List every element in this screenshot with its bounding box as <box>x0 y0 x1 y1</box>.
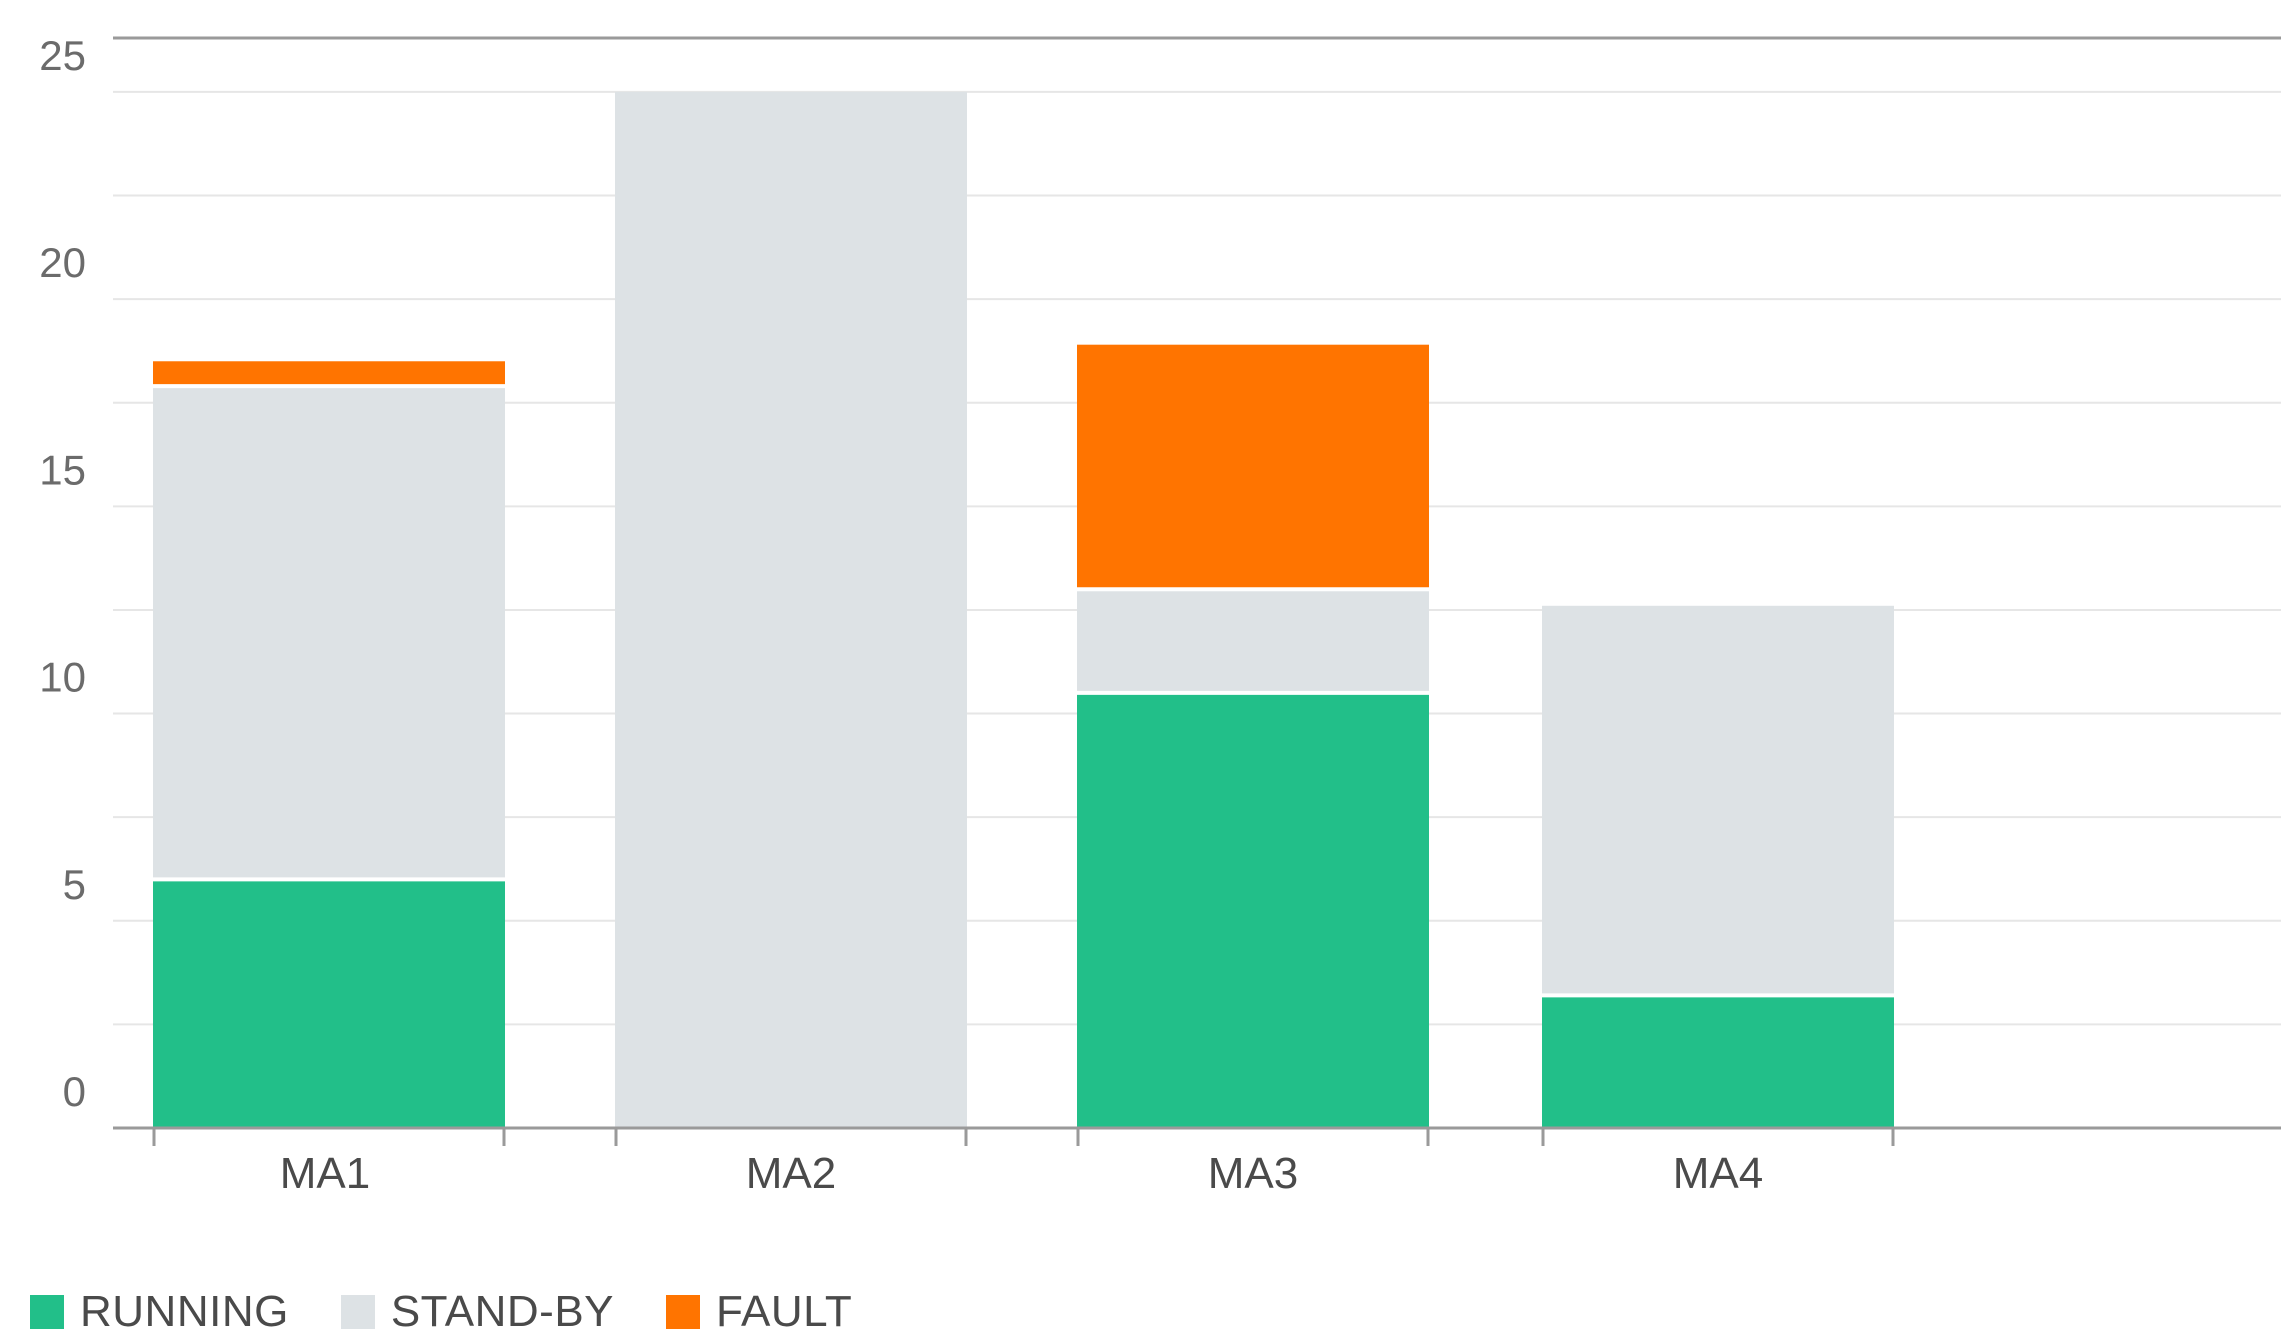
legend-label-stand-by: STAND-BY <box>390 1287 615 1336</box>
legend-item-running[interactable]: RUNNING <box>30 1287 289 1337</box>
x-tick-label: MA4 <box>1673 1149 1763 1198</box>
legend-label-fault: FAULT <box>716 1287 853 1336</box>
x-tick-label: MA1 <box>280 1149 370 1198</box>
bar-ma2-stand-by[interactable] <box>615 91 967 1129</box>
y-tick-label: 15 <box>39 446 86 493</box>
bars <box>153 91 1894 1129</box>
y-tick-label: 25 <box>39 32 86 79</box>
y-tick-label: 5 <box>63 861 86 908</box>
legend-swatch-running <box>30 1295 64 1329</box>
bar-ma1-fault[interactable] <box>153 361 505 387</box>
legend-swatch-stand-by <box>340 1295 375 1329</box>
legend: RUNNING STAND-BY FAULT <box>30 1287 904 1337</box>
x-tick-label: MA2 <box>746 1149 836 1198</box>
x-tick-label: MA3 <box>1208 1149 1298 1198</box>
axes <box>113 36 2281 1146</box>
bar-ma1-stand-by[interactable] <box>153 386 505 880</box>
legend-label-running: RUNNING <box>80 1287 289 1336</box>
axis-labels: 0 5 10 15 20 25 MA1 MA2 MA3 MA4 <box>39 32 1763 1198</box>
y-tick-label: 20 <box>39 239 86 286</box>
bar-ma3-running[interactable] <box>1077 692 1429 1128</box>
legend-item-stand-by[interactable]: STAND-BY <box>340 1287 615 1337</box>
bar-ma3-stand-by[interactable] <box>1077 589 1429 693</box>
bar-ma1-running[interactable] <box>153 879 505 1128</box>
y-tick-label: 10 <box>39 654 86 701</box>
bar-ma4-stand-by[interactable] <box>1542 605 1894 996</box>
y-tick-label: 0 <box>63 1068 86 1115</box>
legend-item-fault[interactable]: FAULT <box>666 1287 852 1337</box>
bar-ma4-running[interactable] <box>1542 995 1894 1128</box>
legend-swatch-fault <box>666 1295 701 1329</box>
bar-ma3-fault[interactable] <box>1077 344 1429 590</box>
